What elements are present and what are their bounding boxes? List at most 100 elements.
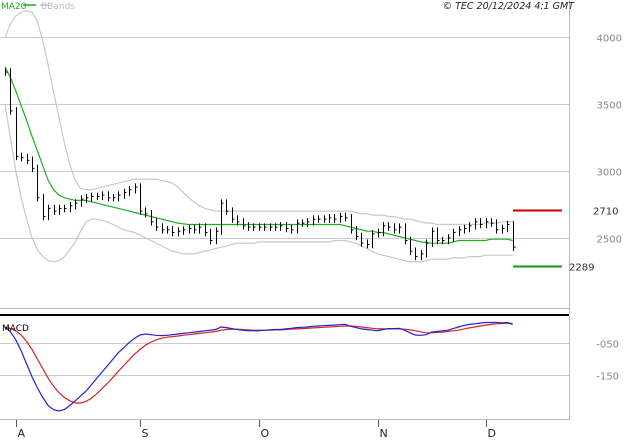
bollinger-bands bbox=[4, 10, 513, 263]
price-bar bbox=[232, 207, 235, 223]
price-bar bbox=[275, 223, 278, 231]
price-bar bbox=[75, 199, 78, 210]
price-bar bbox=[318, 215, 321, 223]
price-bar bbox=[162, 223, 165, 234]
price-bar bbox=[221, 199, 224, 235]
price-bar bbox=[345, 212, 348, 222]
price-bar bbox=[340, 212, 343, 223]
price-bar bbox=[113, 194, 116, 202]
bb-lower-line bbox=[4, 104, 513, 263]
price-bar bbox=[405, 223, 408, 245]
price-bar bbox=[361, 232, 364, 247]
price-bar bbox=[378, 228, 381, 238]
month-label-O: O bbox=[261, 427, 270, 440]
price-bar bbox=[199, 223, 202, 234]
price-bar bbox=[410, 236, 413, 255]
month-label-S: S bbox=[142, 427, 149, 440]
price-bar bbox=[237, 215, 240, 226]
macd-lines bbox=[4, 321, 513, 412]
price-bar bbox=[513, 220, 516, 251]
price-bar bbox=[302, 219, 305, 227]
price-bar bbox=[432, 227, 435, 247]
price-bar bbox=[475, 218, 478, 230]
price-bar bbox=[383, 222, 386, 237]
price-bar bbox=[118, 191, 121, 202]
price-bar bbox=[32, 156, 35, 173]
price-bar bbox=[183, 226, 186, 235]
price-bar bbox=[486, 218, 489, 229]
price-bar bbox=[91, 192, 94, 202]
macd-y-tick--150: -150 bbox=[596, 372, 619, 383]
price-bar bbox=[48, 204, 51, 221]
price-bar bbox=[97, 192, 100, 201]
price-bar bbox=[453, 228, 456, 242]
price-bar bbox=[442, 236, 445, 245]
price-bar bbox=[16, 107, 19, 161]
month-label-A: A bbox=[18, 427, 26, 440]
price-bar bbox=[334, 214, 337, 223]
price-bar bbox=[421, 250, 424, 261]
price-y-axis: 4000 3500 3000 2500 bbox=[597, 34, 622, 246]
price-y-tick-3500: 3500 bbox=[597, 101, 622, 112]
month-label-N: N bbox=[380, 427, 388, 440]
price-bar bbox=[129, 186, 132, 197]
legend-bb-label: BBands bbox=[41, 2, 75, 12]
price-y-tick-2500: 2500 bbox=[597, 235, 622, 246]
price-bar bbox=[210, 228, 213, 245]
price-bar bbox=[399, 223, 402, 234]
price-bar bbox=[124, 188, 127, 199]
price-bar bbox=[156, 218, 159, 231]
price-bar bbox=[167, 226, 170, 234]
price-bar bbox=[286, 222, 289, 233]
price-bar bbox=[172, 226, 175, 237]
price-bar bbox=[270, 223, 273, 231]
macd-y-tick--050: -050 bbox=[596, 340, 619, 351]
price-bar bbox=[253, 223, 256, 231]
price-bar bbox=[243, 218, 246, 230]
price-bar bbox=[469, 222, 472, 233]
price-bar bbox=[324, 215, 327, 223]
price-bar bbox=[496, 219, 499, 234]
price-bar bbox=[140, 183, 143, 215]
copyright-text: © TEC 20/12/2024 4:1 GMT bbox=[443, 1, 576, 12]
price-bar bbox=[194, 224, 197, 234]
price-bar bbox=[480, 218, 483, 229]
price-bar bbox=[5, 68, 8, 76]
price-bar bbox=[264, 223, 267, 231]
price-gridlines bbox=[0, 37, 569, 239]
price-bar bbox=[86, 194, 89, 203]
price-bar bbox=[108, 191, 111, 202]
price-bar bbox=[178, 227, 181, 237]
price-bar bbox=[248, 222, 251, 231]
price-bar bbox=[102, 191, 105, 201]
price-bar bbox=[27, 153, 30, 165]
signal-line bbox=[4, 322, 513, 404]
price-bar bbox=[21, 152, 24, 162]
price-bar bbox=[491, 218, 494, 227]
resistance-label: 2710 bbox=[593, 207, 618, 218]
month-label-D: D bbox=[488, 427, 496, 440]
price-bar bbox=[216, 227, 219, 245]
price-bar bbox=[307, 218, 310, 227]
price-bar bbox=[64, 204, 67, 213]
price-bar bbox=[54, 204, 57, 215]
price-bar bbox=[437, 227, 440, 245]
macd-line bbox=[4, 321, 513, 412]
price-bar bbox=[43, 194, 46, 221]
price-bar bbox=[189, 224, 192, 234]
price-levels: 2710 2289 bbox=[513, 207, 618, 274]
price-panel-frame bbox=[0, 0, 569, 314]
price-bar bbox=[448, 234, 451, 245]
bb-upper-line bbox=[4, 10, 513, 226]
macd-y-axis: -050 -150 bbox=[596, 340, 619, 383]
macd-gridlines bbox=[0, 343, 569, 376]
price-bar bbox=[145, 207, 148, 218]
price-bar bbox=[351, 214, 354, 234]
price-bar bbox=[226, 199, 229, 215]
price-bar bbox=[329, 214, 332, 223]
price-bar bbox=[415, 247, 418, 261]
price-y-tick-3000: 3000 bbox=[597, 168, 622, 179]
price-bar bbox=[205, 223, 208, 237]
price-bar bbox=[426, 239, 429, 258]
